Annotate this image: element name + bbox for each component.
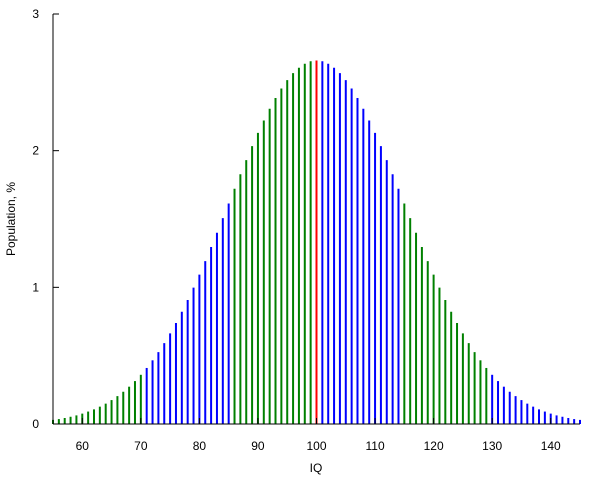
x-tick-label: 140	[541, 439, 561, 453]
x-tick-label: 110	[365, 439, 384, 453]
y-tick-label: 0	[32, 417, 39, 431]
x-tick-label: 120	[424, 439, 444, 453]
x-tick-label: 60	[76, 439, 90, 453]
y-tick-label: 2	[32, 144, 39, 158]
x-tick-label: 90	[251, 439, 265, 453]
x-tick-label: 130	[482, 439, 502, 453]
x-tick-label: 80	[193, 439, 207, 453]
x-tick-label: 100	[306, 439, 326, 453]
x-axis-label: IQ	[310, 461, 323, 475]
x-tick-label: 70	[134, 439, 148, 453]
y-axis-label: Population, %	[4, 182, 18, 256]
y-tick-label: 3	[32, 7, 39, 21]
y-tick-label: 1	[32, 280, 39, 294]
